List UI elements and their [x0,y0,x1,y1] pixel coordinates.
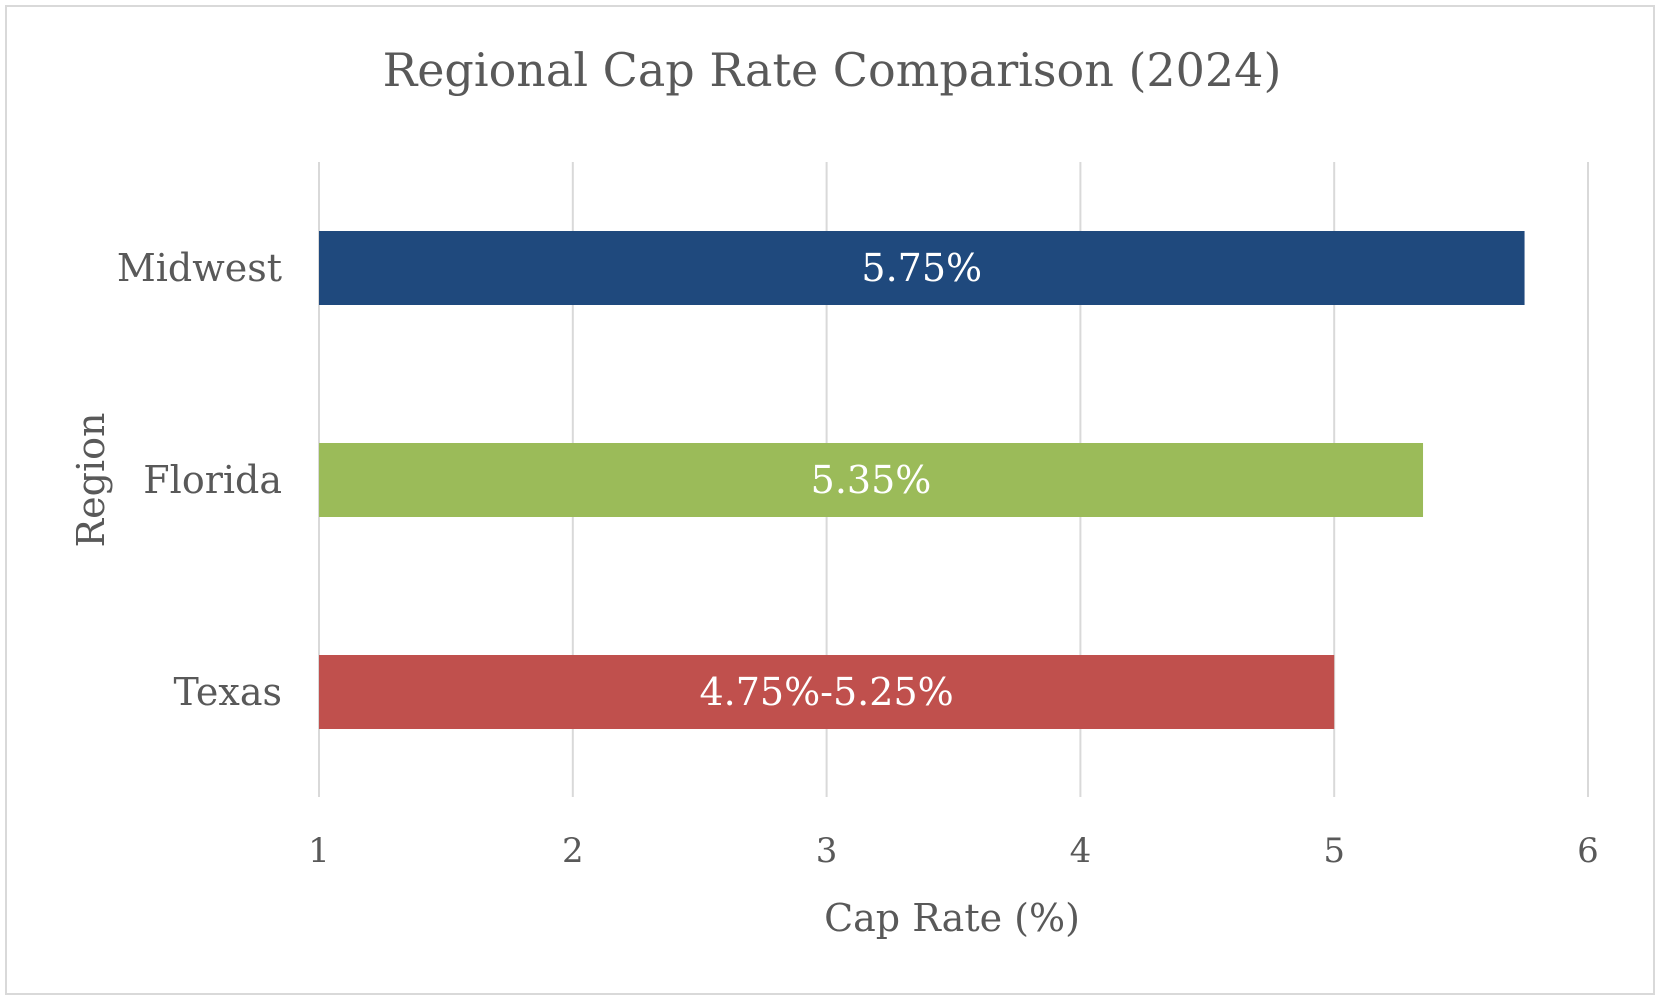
bar-florida [319,443,1424,517]
x-tick-labels: 1 2 3 4 5 6 [308,831,1599,871]
data-label: 4.75%-5.25% [699,670,953,714]
category-label: Texas [174,670,282,714]
bar-texas [319,655,1335,729]
data-label: 5.35% [811,458,932,502]
category-label: Midwest [117,246,282,290]
category-labels: Midwest Florida Texas [117,246,282,714]
x-tick-label: 4 [1070,831,1092,871]
x-axis-title: Cap Rate (%) [824,896,1080,940]
bars: 5.75% 5.35% 4.75%-5.25% [319,231,1525,729]
x-tick-label: 3 [816,831,838,871]
x-tick-label: 6 [1577,831,1599,871]
category-label: Florida [143,458,282,502]
x-tick-label: 2 [562,831,584,871]
x-tick-label: 1 [308,831,330,871]
chart-title: Regional Cap Rate Comparison (2024) [383,43,1282,97]
y-axis-title: Region [69,413,113,548]
x-tick-label: 5 [1323,831,1345,871]
data-label: 5.75% [861,246,982,290]
bar-midwest [319,231,1525,305]
